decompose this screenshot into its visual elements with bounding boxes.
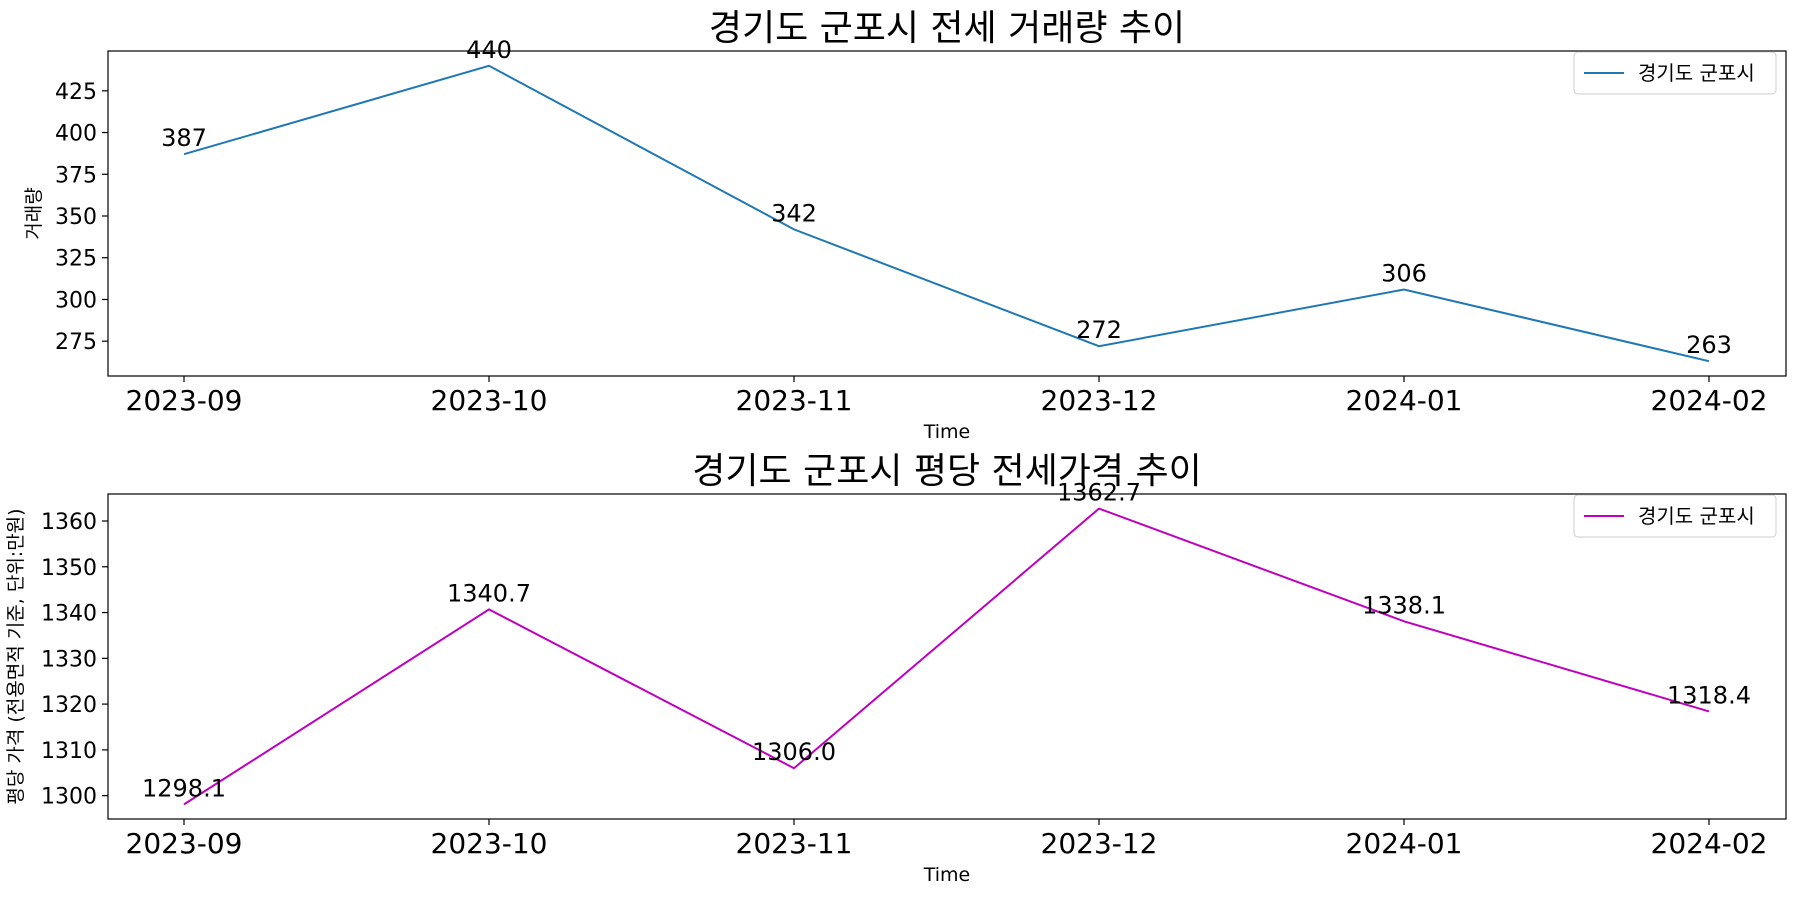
data-label: 1318.4	[1667, 681, 1751, 709]
axes-frame	[108, 51, 1786, 376]
data-label: 1362.7	[1057, 479, 1141, 507]
y-tick-label: 1350	[41, 556, 97, 581]
data-label: 306	[1381, 259, 1427, 287]
data-label: 1340.7	[447, 579, 531, 607]
data-label: 272	[1076, 316, 1122, 344]
y-tick-label: 400	[55, 122, 97, 147]
y-tick-label: 300	[55, 288, 97, 313]
y-tick-label: 1360	[41, 510, 97, 535]
x-tick-label: 2023-09	[126, 384, 243, 417]
x-axis-label: Time	[923, 421, 971, 443]
x-tick-label: 2023-10	[431, 384, 548, 417]
x-tick-label: 2023-12	[1041, 827, 1158, 860]
x-tick-label: 2024-02	[1651, 827, 1768, 860]
data-label: 387	[161, 124, 207, 152]
y-tick-label: 1330	[41, 647, 97, 672]
series-line	[184, 509, 1709, 805]
x-tick-label: 2023-11	[736, 827, 853, 860]
x-tick-label: 2023-10	[431, 827, 548, 860]
x-tick-label: 2023-12	[1041, 384, 1158, 417]
axes-frame	[108, 494, 1786, 819]
data-label: 1306.0	[752, 738, 836, 766]
data-label: 1298.1	[142, 774, 226, 802]
y-tick-label: 425	[55, 80, 97, 105]
x-axis-label: Time	[923, 864, 971, 886]
series-line	[184, 66, 1709, 361]
y-tick-label: 350	[55, 205, 97, 230]
x-tick-label: 2023-11	[736, 384, 853, 417]
y-axis-label: 거래량	[23, 187, 45, 239]
x-tick-label: 2024-02	[1651, 384, 1768, 417]
data-label: 440	[466, 36, 512, 64]
y-tick-label: 1320	[41, 693, 97, 718]
data-label: 342	[771, 199, 817, 227]
y-tick-label: 275	[55, 330, 97, 355]
y-tick-label: 325	[55, 247, 97, 272]
y-axis-label: 평당 가격 (전용면적 기준, 단위:만원)	[5, 508, 27, 804]
x-tick-label: 2024-01	[1346, 384, 1463, 417]
legend-label: 경기도 군포시	[1638, 61, 1755, 85]
x-tick-label: 2024-01	[1346, 827, 1463, 860]
y-tick-label: 1310	[41, 739, 97, 764]
transaction-volume-chart: 경기도 군포시 전세 거래량 추이 275 300 325 350 375 400 425 20…	[23, 8, 1786, 443]
data-label: 263	[1686, 331, 1732, 359]
x-tick-label: 2023-09	[126, 827, 243, 860]
data-label: 1338.1	[1362, 591, 1446, 619]
chart-title: 경기도 군포시 전세 거래량 추이	[709, 8, 1185, 49]
y-tick-label: 375	[55, 163, 97, 188]
y-tick-label: 1340	[41, 602, 97, 627]
y-tick-label: 1300	[41, 785, 97, 810]
legend-label: 경기도 군포시	[1638, 504, 1755, 528]
price-per-pyeong-chart: 경기도 군포시 평당 전세가격 추이1300131013201330134013…	[5, 451, 1786, 886]
